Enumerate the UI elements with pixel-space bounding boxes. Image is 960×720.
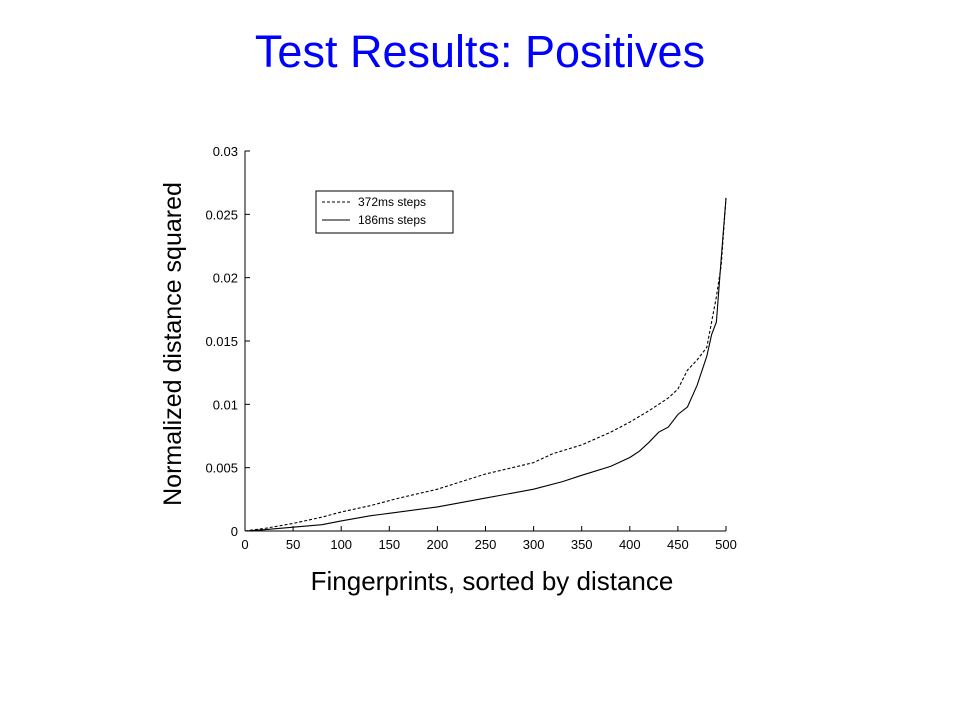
- series-line-2: [244, 197, 727, 532]
- x-tick-label: 150: [378, 537, 400, 552]
- x-tick-label: 250: [475, 537, 497, 552]
- y-axis-label: Normalized distance squared: [159, 182, 187, 506]
- x-tick-label: 100: [330, 537, 352, 552]
- x-tick-label: 0: [241, 537, 248, 552]
- x-tick-label: 50: [286, 537, 300, 552]
- x-axis-label: Fingerprints, sorted by distance: [311, 566, 674, 596]
- x-tick-label: 450: [667, 537, 689, 552]
- legend-box: [315, 190, 454, 234]
- legend-label: 186ms steps: [358, 213, 426, 227]
- y-tick-label: 0.025: [205, 207, 238, 222]
- y-tick-label: 0.015: [205, 334, 238, 349]
- ticks-group: 0 50 100 150 200 250 300 350 400 450 500 0 0.005 0.01…: [205, 144, 736, 552]
- slide-title: Test Results: Positives: [254, 26, 706, 77]
- series-group: [244, 197, 727, 532]
- y-tick-label: 0.02: [213, 271, 238, 286]
- legend-label: 372ms steps: [358, 195, 426, 209]
- series-line-1: [244, 197, 727, 532]
- y-tick-label: 0.03: [213, 144, 238, 159]
- x-tick-label: 200: [427, 537, 449, 552]
- y-tick-label: 0: [231, 524, 238, 539]
- legend-group: 372ms steps 186ms steps: [315, 190, 454, 234]
- y-tick-label: 0.005: [205, 461, 238, 476]
- x-tick-label: 350: [571, 537, 593, 552]
- x-tick-label: 400: [619, 537, 641, 552]
- x-tick-label: 300: [523, 537, 545, 552]
- y-tick-label: 0.01: [213, 397, 238, 412]
- x-tick-label: 500: [715, 537, 737, 552]
